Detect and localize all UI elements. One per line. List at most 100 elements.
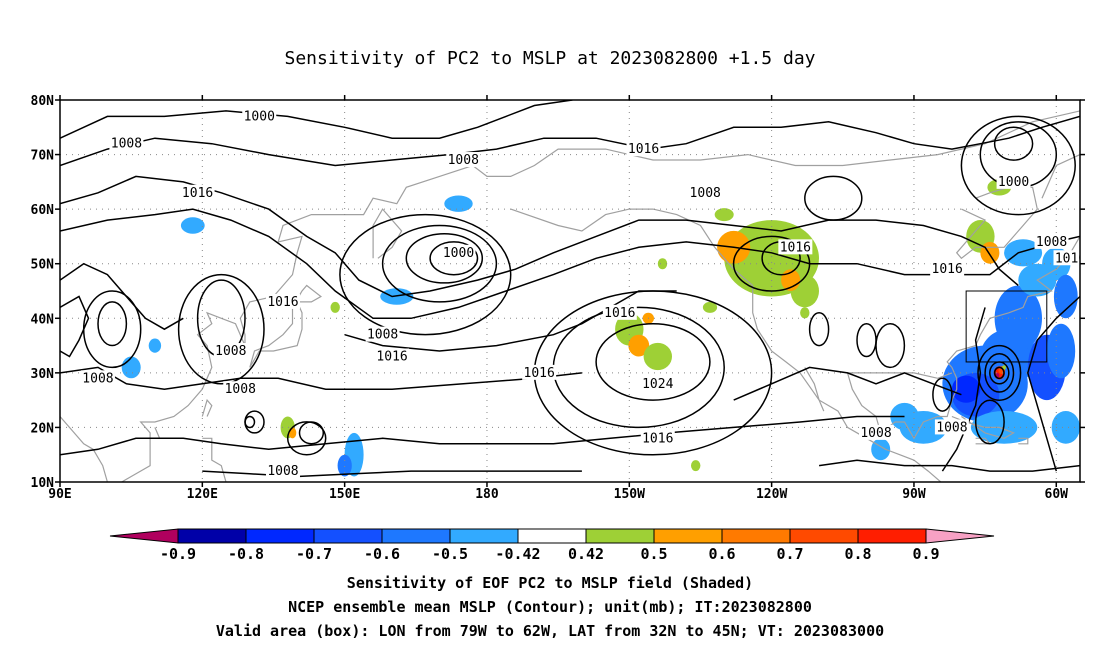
coastline bbox=[846, 372, 953, 417]
isobar bbox=[60, 295, 90, 358]
grid-lines bbox=[60, 100, 1080, 482]
isobar bbox=[993, 126, 1034, 161]
isobar bbox=[286, 421, 327, 456]
isobar bbox=[595, 322, 711, 401]
lat-tick-label: 80N bbox=[31, 94, 55, 109]
coastline bbox=[959, 481, 963, 482]
contour-label: 1008 bbox=[690, 186, 721, 201]
contour-label-bg bbox=[80, 370, 115, 386]
isobar bbox=[429, 241, 479, 276]
lon-tick-label: 120W bbox=[756, 487, 787, 502]
isobar bbox=[344, 290, 677, 352]
colorbar-label: -0.5 bbox=[432, 545, 468, 563]
contour-label-bg bbox=[640, 375, 675, 391]
colorbar-bin bbox=[789, 528, 859, 544]
lon-tick-label: 180 bbox=[475, 487, 499, 502]
shading-blob bbox=[951, 375, 981, 403]
coastline bbox=[121, 110, 1080, 482]
shading-blob bbox=[1046, 323, 1076, 379]
lat-tick-label: 30N bbox=[31, 367, 55, 382]
lon-tick-label: 150E bbox=[329, 487, 360, 502]
isobar bbox=[381, 224, 498, 303]
contour-label-bg bbox=[930, 261, 965, 277]
colorbar-bin bbox=[585, 528, 655, 544]
lon-tick-label: 120E bbox=[187, 487, 218, 502]
plot-frame bbox=[59, 99, 1081, 483]
shading-blob bbox=[628, 334, 650, 357]
isobar bbox=[856, 322, 877, 358]
contour-label-bg bbox=[242, 108, 277, 124]
colorbar-label: -0.9 bbox=[160, 545, 196, 563]
shading-blob bbox=[121, 356, 141, 379]
contour-label: 1016 bbox=[1055, 251, 1086, 266]
shading-blob bbox=[288, 427, 297, 439]
lat-tick-label: 10N bbox=[31, 476, 55, 491]
shading-blob bbox=[337, 454, 352, 477]
coastline bbox=[804, 367, 825, 412]
contour-label: 1016 bbox=[182, 186, 213, 201]
coastline bbox=[107, 509, 126, 536]
shading-blob bbox=[691, 460, 701, 472]
contour-label-bg bbox=[109, 135, 144, 151]
shading-blob bbox=[180, 217, 205, 234]
isobar bbox=[960, 115, 1076, 216]
colorbar-triangle-high bbox=[925, 528, 995, 544]
caption-line-3: Valid area (box): LON from 79W to 62W, L… bbox=[215, 622, 885, 640]
colorbar-label: 0.42 bbox=[568, 545, 604, 563]
colorbar-label: 0.8 bbox=[844, 545, 871, 563]
coastline bbox=[510, 208, 942, 482]
coastline bbox=[1041, 154, 1080, 199]
isobar bbox=[984, 353, 1015, 393]
contour-label-bg bbox=[365, 326, 400, 342]
lat-tick-label: 40N bbox=[31, 312, 55, 327]
colorbar-label: -0.8 bbox=[228, 545, 264, 563]
isobar bbox=[993, 366, 1005, 380]
isobar bbox=[339, 213, 512, 336]
contour-label: 1008 bbox=[367, 328, 398, 343]
contour-label: 1008 bbox=[215, 344, 246, 359]
contour-label: 1016 bbox=[932, 262, 963, 277]
coastline bbox=[372, 208, 403, 259]
isobar bbox=[60, 262, 184, 331]
coastline bbox=[875, 236, 1080, 440]
shading-blob bbox=[871, 438, 891, 461]
contour-label: 1016 bbox=[376, 349, 407, 364]
colorbar-bin bbox=[381, 528, 451, 544]
coastline bbox=[951, 415, 1015, 439]
contour-label-bg bbox=[265, 293, 300, 309]
contour-label: 1000 bbox=[998, 175, 1029, 190]
isobar bbox=[808, 312, 830, 347]
contour-label: 1008 bbox=[448, 153, 479, 168]
isobar bbox=[60, 415, 905, 456]
isobar bbox=[60, 175, 1019, 298]
coastline bbox=[249, 284, 322, 368]
contour-label: 1016 bbox=[267, 295, 298, 310]
isobar bbox=[405, 232, 484, 284]
contour-label-bg bbox=[1053, 250, 1080, 266]
shading-blob bbox=[714, 208, 734, 222]
isobar bbox=[177, 273, 265, 385]
isobar bbox=[804, 175, 863, 221]
lat-tick-label: 50N bbox=[31, 258, 55, 273]
colorbar-label: -0.42 bbox=[495, 545, 540, 563]
colorbar-bin bbox=[177, 528, 247, 544]
contour-label-bg bbox=[602, 304, 637, 320]
shading-blob bbox=[702, 301, 718, 313]
isobar bbox=[1027, 295, 1080, 472]
isobar bbox=[244, 415, 256, 429]
contour-label: 1016 bbox=[604, 306, 635, 321]
colorbar-label: 0.9 bbox=[912, 545, 939, 563]
coastline bbox=[188, 498, 198, 531]
colorbar-bin bbox=[449, 528, 519, 544]
isobar bbox=[60, 366, 582, 390]
contour-label: 1016 bbox=[628, 142, 659, 157]
lat-tick-label: 70N bbox=[31, 149, 55, 164]
contour-label-bg bbox=[996, 173, 1031, 189]
contour-label-bg bbox=[688, 184, 723, 200]
lon-tick-label: 60W bbox=[1045, 487, 1069, 502]
colorbar-triangle-low bbox=[109, 528, 179, 544]
contour-label: 1008 bbox=[82, 371, 113, 386]
lat-tick-label: 60N bbox=[31, 203, 55, 218]
contour-label-bg bbox=[640, 430, 675, 446]
